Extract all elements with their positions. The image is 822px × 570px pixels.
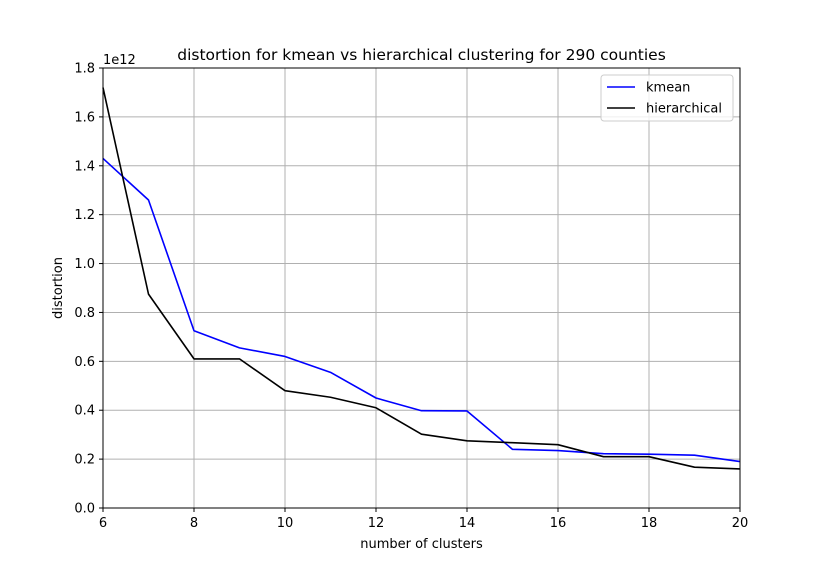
- y-tick-label: 1.8: [74, 62, 95, 77]
- series-line-kmean: [102, 157, 741, 463]
- x-axis-label: number of clusters: [360, 537, 483, 552]
- series-line-hierarchical: [102, 87, 741, 470]
- y-tick-label: 1.2: [74, 208, 95, 223]
- y-tick-label: 0.4: [74, 404, 95, 419]
- x-tick-label: 20: [732, 516, 749, 531]
- y-tick-label: 0.6: [74, 355, 95, 370]
- x-tick-label: 14: [459, 516, 476, 531]
- x-tick-label: 12: [368, 516, 385, 531]
- legend-label-kmean: kmean: [646, 81, 690, 96]
- x-tick-label: 6: [99, 516, 107, 531]
- y-tick-label: 1.0: [74, 257, 95, 272]
- y-axis-label: distortion: [51, 257, 66, 319]
- x-axis-ticks: 6 8 10 12 14 16 18 20: [99, 508, 748, 531]
- x-tick-label: 16: [550, 516, 567, 531]
- x-tick-label: 18: [641, 516, 658, 531]
- y-axis-ticks: 0.0 0.2 0.4 0.6 0.8 1.0 1.2 1.4 1.6 1.8: [74, 62, 103, 517]
- y-tick-label: 0.2: [74, 453, 95, 468]
- legend: kmean hierarchical: [600, 74, 734, 122]
- y-tick-label: 0.0: [74, 502, 95, 517]
- plot-frame: [102, 67, 741, 509]
- x-tick-label: 8: [190, 516, 198, 531]
- x-tick-label: 10: [277, 516, 294, 531]
- y-tick-label: 1.4: [74, 159, 95, 174]
- y-tick-label: 0.8: [74, 306, 95, 321]
- legend-label-hierarchical: hierarchical: [646, 102, 722, 117]
- y-axis-scale-label: 1e12: [103, 53, 136, 68]
- y-tick-label: 1.6: [74, 110, 95, 125]
- series-lines: [102, 87, 741, 470]
- chart-title: distortion for kmean vs hierarchical clu…: [177, 46, 666, 64]
- grid-lines: [102, 67, 741, 509]
